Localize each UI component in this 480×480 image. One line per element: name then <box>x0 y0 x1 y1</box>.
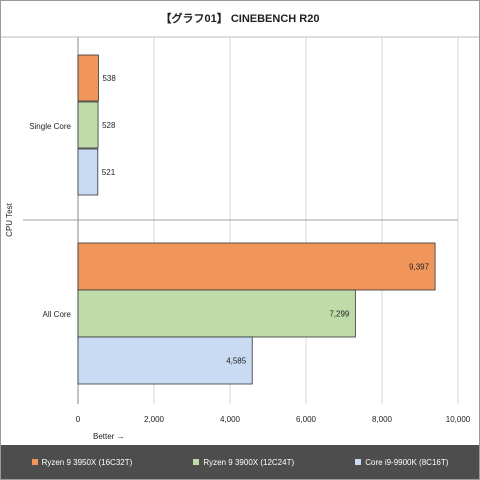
bar-value-label: 528 <box>102 121 116 130</box>
x-axis-label: Better → <box>93 432 125 441</box>
category-label: Single Core <box>29 122 71 131</box>
legend-swatch <box>31 459 38 465</box>
y-axis-label: CPU Test <box>5 202 14 236</box>
legend-item: Ryzen 9 3950X (16C32T) <box>31 457 133 467</box>
x-tick-label: 4,000 <box>220 415 241 424</box>
bar <box>77 336 253 385</box>
bar <box>77 289 356 338</box>
chart-plot: 538 528 521 Single Core 9,397 7,299 4,585 All C… <box>1 36 479 441</box>
x-tick-label: 10,000 <box>446 415 471 424</box>
legend-label: Ryzen 9 3950X (16C32T) <box>41 457 133 467</box>
legend-swatch <box>355 459 362 465</box>
chart-legend: Ryzen 9 3950X (16C32T) Ryzen 9 3900X (12C… <box>1 445 479 479</box>
legend-label: Core i9-9900K (8C16T) <box>365 457 449 467</box>
bar <box>77 101 99 149</box>
bar <box>77 54 99 102</box>
bar <box>77 148 99 196</box>
chart-title: 【グラフ01】 CINEBENCH R20 <box>160 13 320 25</box>
bar-value-label: 521 <box>102 168 116 177</box>
bar <box>77 242 436 291</box>
x-tick-label: 0 <box>76 415 81 424</box>
legend-item: Ryzen 9 3900X (12C24T) <box>193 458 294 467</box>
bar-value-label: 7,299 <box>329 310 350 319</box>
legend-label: Ryzen 9 3900X (12C24T) <box>203 457 295 467</box>
legend-swatch <box>193 459 200 465</box>
bar-value-label: 4,585 <box>226 357 247 366</box>
legend-item: Core i9-9900K (8C16T) <box>355 458 448 467</box>
category-label: All Core <box>43 310 72 319</box>
bar-value-label: 538 <box>102 74 116 83</box>
x-tick-label: 2,000 <box>144 415 165 424</box>
x-tick-label: 8,000 <box>372 415 393 424</box>
bar-value-label: 9,397 <box>409 263 430 272</box>
x-tick-label: 6,000 <box>296 415 317 424</box>
